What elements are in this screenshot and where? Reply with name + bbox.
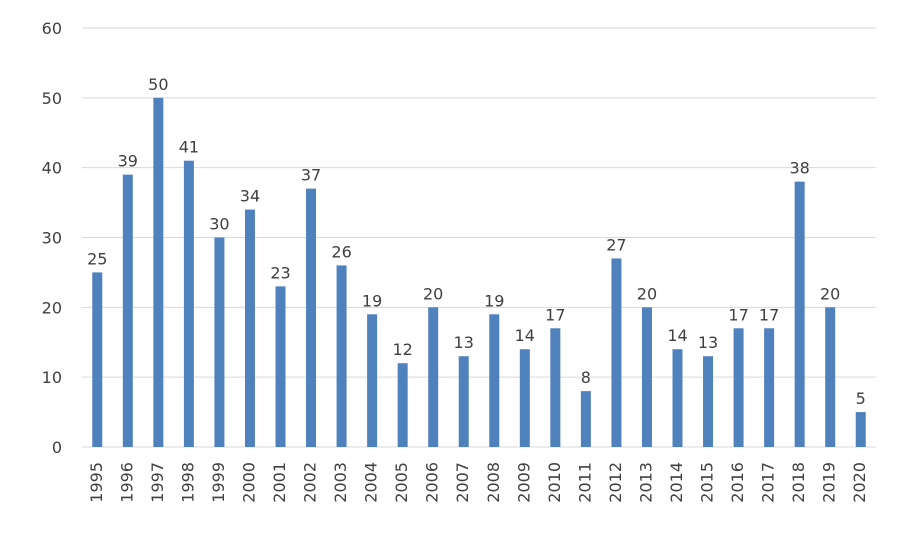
bar-2006	[428, 307, 439, 447]
x-tick-label-2016: 2016	[728, 462, 747, 503]
bar-1996	[122, 174, 133, 447]
x-tick-label-2000: 2000	[239, 462, 258, 503]
data-label-2009: 14	[515, 326, 535, 345]
bar-2005	[397, 363, 408, 447]
x-tick-label-2005: 2005	[392, 462, 411, 503]
data-label-1998: 41	[179, 138, 199, 157]
x-tick-label-2011: 2011	[575, 462, 594, 503]
data-label-2016: 17	[728, 305, 748, 324]
bar-2017	[764, 328, 775, 447]
data-label-2002: 37	[301, 166, 321, 185]
data-label-2013: 20	[637, 284, 657, 303]
data-label-2019: 20	[820, 284, 840, 303]
x-axis-tick-labels: 1995 1996 1997 1998 1999 2000 2001 2002 2003 2004…	[87, 462, 869, 503]
y-tick-label: 60	[42, 19, 62, 38]
data-label-1997: 50	[148, 75, 168, 94]
x-tick-label-2019: 2019	[820, 462, 839, 503]
data-label-2004: 19	[362, 291, 382, 310]
x-tick-label-2020: 2020	[850, 462, 869, 503]
x-tick-label-1995: 1995	[87, 462, 106, 503]
bar-1999	[214, 237, 225, 447]
data-label-2012: 27	[606, 235, 626, 254]
y-axis-tick-labels: 0 10 20 30 40 50 60	[42, 19, 62, 457]
x-tick-label-2017: 2017	[759, 462, 778, 503]
x-tick-label-2008: 2008	[484, 462, 503, 503]
x-tick-label-2015: 2015	[698, 462, 717, 503]
x-tick-label-2014: 2014	[667, 462, 686, 503]
data-label-2001: 23	[270, 263, 290, 282]
bar-2000	[244, 209, 255, 447]
bar-2002	[306, 188, 317, 447]
x-tick-label-2018: 2018	[789, 462, 808, 503]
bars	[92, 97, 866, 447]
x-tick-label-2007: 2007	[453, 462, 472, 503]
bar-2020	[855, 412, 866, 447]
data-label-2005: 12	[392, 340, 412, 359]
bar-1998	[183, 160, 194, 447]
bar-2012	[611, 258, 622, 447]
x-tick-label-1996: 1996	[117, 462, 136, 503]
data-label-2000: 34	[240, 187, 260, 206]
y-tick-label: 20	[42, 298, 62, 317]
y-tick-label: 40	[42, 159, 62, 178]
bar-2015	[703, 356, 714, 447]
data-label-1996: 39	[118, 152, 138, 171]
x-tick-label-2010: 2010	[545, 462, 564, 503]
bar-2001	[275, 286, 286, 447]
y-tick-label: 50	[42, 89, 62, 108]
y-tick-label: 30	[42, 229, 62, 248]
bar-2007	[458, 356, 469, 447]
y-tick-label: 10	[42, 368, 62, 387]
bar-2003	[336, 265, 347, 447]
data-label-1999: 30	[209, 215, 229, 234]
x-tick-label-2013: 2013	[636, 462, 655, 503]
data-label-2008: 19	[484, 291, 504, 310]
data-label-2015: 13	[698, 333, 718, 352]
y-tick-label: 0	[52, 438, 62, 457]
x-tick-label-2004: 2004	[362, 462, 381, 503]
bar-2011	[580, 391, 591, 447]
bar-2016	[733, 328, 744, 447]
bar-1995	[92, 272, 103, 447]
x-tick-label-1999: 1999	[209, 462, 228, 503]
x-tick-label-1998: 1998	[178, 462, 197, 503]
x-tick-label-2003: 2003	[331, 462, 350, 503]
data-label-2010: 17	[545, 305, 565, 324]
bar-2014	[672, 349, 683, 447]
bar-2008	[489, 314, 500, 447]
x-tick-label-2006: 2006	[423, 462, 442, 503]
bar-1997	[153, 97, 164, 447]
data-label-2011: 8	[581, 368, 591, 387]
bar-2013	[641, 307, 652, 447]
x-tick-label-2012: 2012	[606, 462, 625, 503]
data-labels: 25 39 50 41 30 34 23 37 26 19 12 20 13 19 14 17 8 27 20 14 1…	[87, 75, 866, 408]
data-label-2020: 5	[856, 389, 866, 408]
x-tick-label-2001: 2001	[270, 462, 289, 503]
data-label-2014: 14	[667, 326, 687, 345]
bar-2010	[550, 328, 561, 447]
bar-2018	[794, 181, 805, 447]
x-tick-label-1997: 1997	[148, 462, 167, 503]
data-label-2017: 17	[759, 305, 779, 324]
data-label-2006: 20	[423, 284, 443, 303]
data-label-2018: 38	[789, 159, 809, 178]
bar-2019	[825, 307, 836, 447]
x-tick-label-2009: 2009	[514, 462, 533, 503]
data-label-1995: 25	[87, 249, 107, 268]
x-tick-label-2002: 2002	[301, 462, 320, 503]
bar-2009	[519, 349, 530, 447]
gridlines	[82, 27, 876, 448]
data-label-2007: 13	[454, 333, 474, 352]
bar-2004	[367, 314, 378, 447]
data-label-2003: 26	[331, 242, 351, 261]
